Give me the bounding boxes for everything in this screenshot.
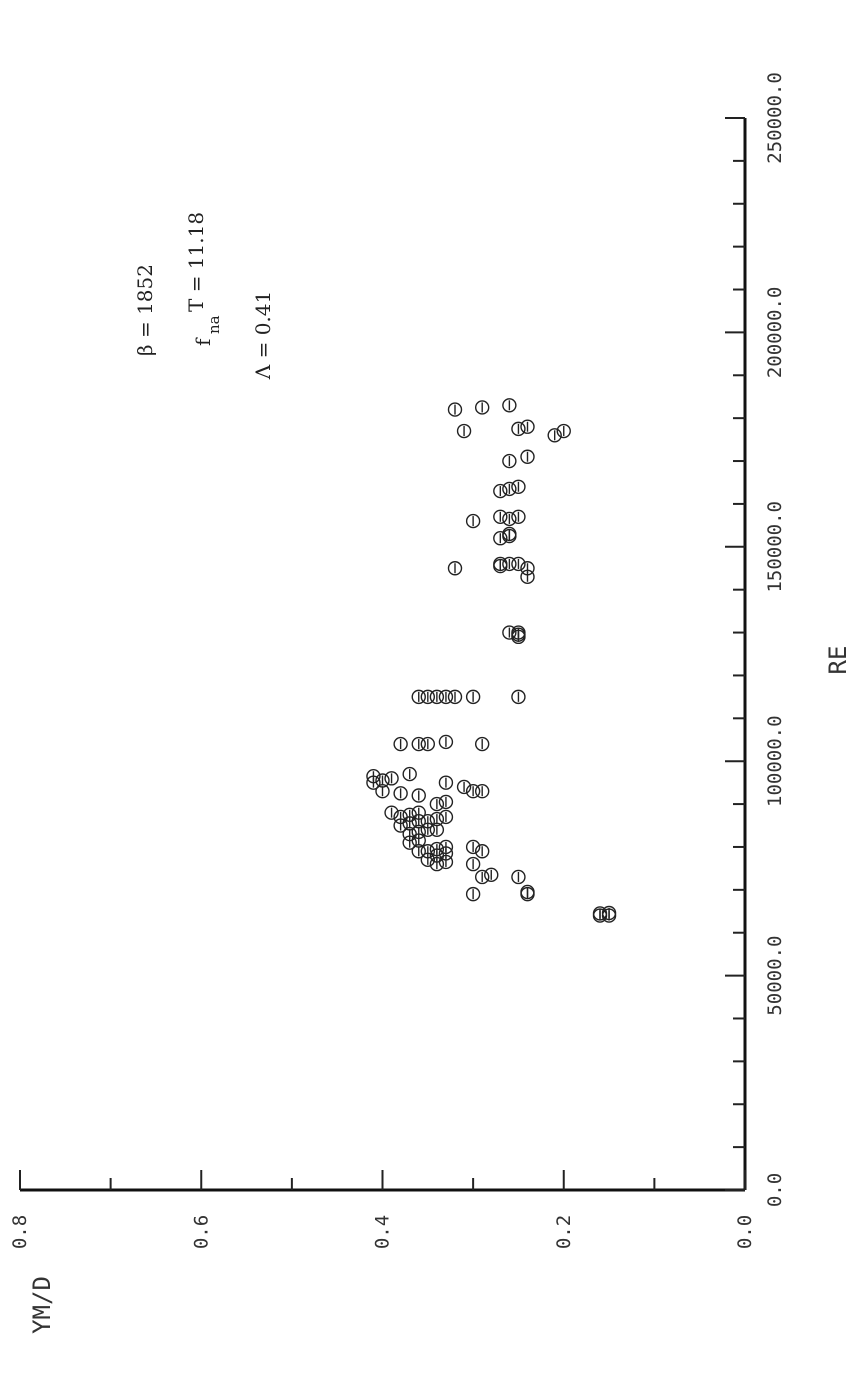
data-point: [393, 809, 408, 825]
x-tick-label: 150000.0: [764, 501, 786, 593]
data-point: [375, 784, 390, 799]
ticks-group: [19, 117, 746, 1191]
data-point: [502, 526, 517, 542]
data-point: [493, 509, 508, 524]
data-point: [411, 805, 426, 820]
data-point: [493, 483, 508, 499]
data-point: [465, 856, 481, 872]
data-point: [465, 839, 481, 855]
fT-annotation: f na T = 11.18: [184, 212, 223, 346]
data-point: [465, 784, 481, 799]
data-point: [474, 844, 490, 859]
data-point: [438, 689, 454, 705]
data-point: [456, 423, 472, 439]
data-point: [493, 531, 508, 546]
data-point: [366, 769, 381, 784]
data-point: [502, 511, 517, 527]
data-point: [511, 869, 526, 885]
data-point: [511, 509, 526, 524]
fT-annotation-value: T = 11.18: [184, 212, 208, 312]
x-tick-label: 250000.0: [764, 72, 786, 164]
lambda-annotation: Λ = 0.41: [251, 291, 275, 380]
data-point: [556, 423, 571, 439]
data-point: [384, 805, 399, 820]
data-point: [411, 736, 426, 752]
data-point: [447, 561, 463, 576]
y-tick-label: 0.0: [734, 1215, 756, 1249]
data-point: [393, 736, 408, 752]
data-point: [493, 556, 508, 572]
data-point: [465, 886, 481, 902]
data-point: [402, 807, 417, 822]
data-point: [447, 402, 463, 417]
fT-annotation-subscript: na: [205, 315, 223, 334]
y-tick-label: 0.6: [190, 1215, 212, 1249]
data-point: [429, 796, 445, 812]
data-point: [592, 906, 608, 921]
data-point: [384, 771, 399, 786]
data-point: [601, 905, 617, 921]
x-tick-label: 0.0: [764, 1173, 786, 1207]
beta-annotation: β = 1852: [133, 264, 157, 356]
data-point: [511, 421, 526, 437]
data-point: [447, 689, 463, 705]
data-point: [420, 844, 436, 859]
data-point: [502, 398, 517, 413]
data-point: [502, 481, 517, 497]
data-point: [393, 786, 408, 801]
x-tick-label: 100000.0: [764, 715, 786, 807]
data-point: [511, 625, 526, 640]
data-point: [420, 736, 436, 752]
data-point: [420, 814, 436, 829]
x-axis-title: RE: [824, 646, 852, 675]
data-point: [429, 811, 445, 827]
tick-labels-group: 0.0 50000.0 100000.0 150000.0 200000.0 250000…: [9, 72, 786, 1249]
data-point: [511, 556, 526, 572]
data-point: [465, 689, 481, 705]
data-point: [520, 449, 535, 464]
y-tick-label: 0.4: [372, 1215, 394, 1249]
data-point: [438, 734, 454, 750]
data-point: [438, 809, 454, 825]
data-point: [502, 556, 517, 572]
data-point: [547, 428, 562, 443]
data-point: [520, 419, 535, 434]
data-point: [429, 689, 445, 705]
data-point: [456, 779, 472, 795]
data-point: [520, 884, 535, 900]
y-axis-title: YM/D: [28, 1276, 56, 1334]
x-tick-label: 50000.0: [764, 936, 786, 1016]
data-point: [411, 689, 426, 705]
data-point: [511, 479, 526, 494]
x-tick-label: 200000.0: [764, 287, 786, 379]
data-point: [402, 766, 417, 782]
data-point: [474, 869, 490, 885]
data-point: [438, 839, 454, 855]
data-point: [420, 689, 436, 705]
data-point: [474, 784, 490, 799]
y-tick-label: 0.2: [553, 1215, 575, 1249]
data-point: [484, 867, 499, 883]
data-point: [502, 453, 517, 469]
data-point: [465, 513, 481, 529]
y-tick-label: 0.8: [9, 1215, 31, 1249]
data-point: [520, 569, 535, 585]
data-points-group: [366, 398, 617, 923]
data-point: [411, 788, 426, 803]
data-point: [474, 736, 490, 752]
data-point: [474, 400, 490, 415]
data-point: [429, 841, 445, 857]
data-point: [438, 794, 454, 810]
data-point: [502, 625, 517, 640]
data-point: [438, 775, 454, 790]
fT-annotation-f: f: [191, 337, 215, 346]
data-point: [511, 689, 526, 705]
